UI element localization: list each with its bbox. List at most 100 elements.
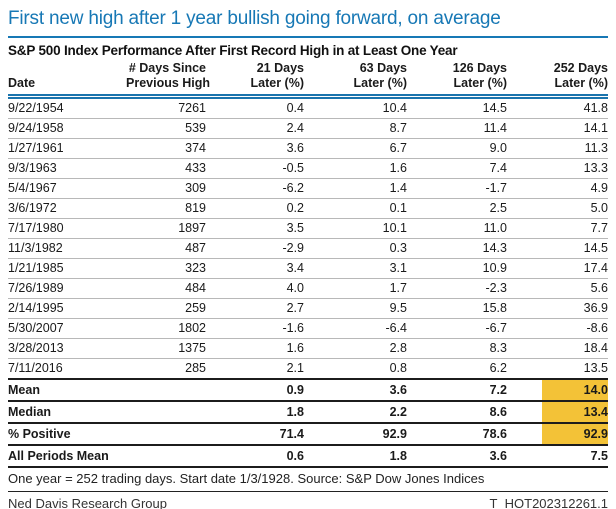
- footer-org-name: Ned Davis Research Group: [8, 496, 167, 509]
- table-row: 5/4/1967 309 -6.2 1.4 -1.7 4.9: [8, 179, 608, 199]
- value-cell: 8.7: [389, 121, 407, 135]
- value-cell: 3.1: [389, 261, 407, 275]
- value-cell: 10.9: [482, 261, 507, 275]
- value-cell: 7.5: [590, 448, 608, 463]
- column-header: # Days Since Previous High: [126, 61, 211, 90]
- table-row: 7/11/2016 285 2.1 0.8 6.2 13.5: [8, 359, 608, 379]
- table-row: 9/3/1963 433 -0.5 1.6 7.4 13.3: [8, 159, 608, 179]
- value-cell: 1.8: [286, 404, 304, 419]
- value-cell: 2.7: [286, 301, 304, 315]
- value-cell: 309: [185, 181, 206, 195]
- table-footnote: One year = 252 trading days. Start date …: [8, 468, 608, 492]
- table-row: 1/27/1961 374 3.6 6.7 9.0 11.3: [8, 139, 608, 159]
- value-cell: 14.5: [583, 241, 608, 255]
- value-cell: [126, 445, 206, 467]
- value-cell: 8.6: [489, 404, 507, 419]
- value-cell: [126, 423, 206, 445]
- value-cell: 14.3: [482, 241, 507, 255]
- table-row: 5/30/2007 1802 -1.6 -6.4 -6.7 -8.6: [8, 319, 608, 339]
- value-cell: 78.6: [482, 426, 507, 441]
- value-cell: -6.4: [385, 321, 407, 335]
- value-cell: 7261: [178, 101, 206, 115]
- value-cell: -1.6: [282, 321, 304, 335]
- column-header: 21 Days Later (%): [250, 61, 304, 90]
- value-cell: 3.6: [389, 382, 407, 397]
- row-label-cell: 3/6/1972: [8, 201, 57, 215]
- value-cell: 819: [185, 201, 206, 215]
- value-cell: 0.1: [389, 201, 407, 215]
- value-cell: 14.0: [507, 379, 608, 401]
- column-header: 252 Days Later (%): [553, 61, 608, 90]
- footer-chart-id: T_HOT202312261.1: [489, 496, 608, 509]
- row-label-cell: 3/28/2013: [8, 341, 64, 355]
- value-cell: -2.3: [485, 281, 507, 295]
- table-row: 9/24/1958 539 2.4 8.7 11.4 14.1: [8, 119, 608, 139]
- value-cell: 0.3: [389, 241, 407, 255]
- table-row: 9/22/1954 7261 0.4 10.4 14.5 41.8: [8, 97, 608, 119]
- value-cell: [126, 379, 206, 401]
- value-cell: 8.3: [489, 341, 507, 355]
- value-cell: 487: [185, 241, 206, 255]
- summary-row: Mean 0.9 3.6 7.2 14.0: [8, 379, 608, 401]
- table-row: 7/26/1989 484 4.0 1.7 -2.3 5.6: [8, 279, 608, 299]
- table-header-row: Date # Days Since Previous High 21 Days Late…: [8, 61, 608, 97]
- value-cell: 15.8: [482, 301, 507, 315]
- row-label-cell: 5/4/1967: [8, 181, 57, 195]
- value-cell: 0.2: [286, 201, 304, 215]
- value-cell: 14.5: [482, 101, 507, 115]
- row-label-cell: All Periods Mean: [8, 448, 109, 463]
- row-label-cell: 9/22/1954: [8, 101, 64, 115]
- value-cell: 36.9: [583, 301, 608, 315]
- value-cell: 17.4: [583, 261, 608, 275]
- value-cell: 1897: [178, 221, 206, 235]
- value-cell: 2.1: [286, 361, 304, 375]
- value-cell: 10.4: [382, 101, 407, 115]
- value-cell: 7.7: [590, 221, 608, 235]
- value-cell: 2.2: [389, 404, 407, 419]
- table-row: 3/28/2013 1375 1.6 2.8 8.3 18.4: [8, 339, 608, 359]
- value-cell: 7.4: [489, 161, 507, 175]
- value-cell: 13.3: [583, 161, 608, 175]
- value-cell: -2.9: [282, 241, 304, 255]
- summary-row: Median 1.8 2.2 8.6 13.4: [8, 401, 608, 423]
- value-cell: 11.0: [483, 221, 507, 235]
- value-cell: 2.8: [389, 341, 407, 355]
- value-cell: 92.9: [507, 423, 608, 445]
- value-cell: 0.4: [286, 101, 304, 115]
- value-cell: 4.0: [286, 281, 304, 295]
- value-cell: -1.7: [485, 181, 507, 195]
- value-cell: 7.2: [489, 382, 507, 397]
- row-label-cell: 1/21/1985: [8, 261, 64, 275]
- value-cell: 13.4: [507, 401, 608, 423]
- row-label-cell: 7/17/1980: [8, 221, 64, 235]
- value-cell: 11.3: [584, 141, 608, 155]
- value-cell: 1.4: [389, 181, 407, 195]
- value-cell: 10.1: [382, 221, 407, 235]
- value-cell: 484: [185, 281, 206, 295]
- value-cell: [126, 401, 206, 423]
- value-cell: 1375: [178, 341, 206, 355]
- table-subtitle: S&P 500 Index Performance After First Re…: [8, 43, 458, 58]
- column-header: 126 Days Later (%): [452, 61, 507, 90]
- table-body: 9/22/1954 7261 0.4 10.4 14.5 41.8 9/24/1958 539…: [8, 97, 608, 467]
- value-cell: 4.9: [590, 181, 608, 195]
- value-cell: 323: [185, 261, 206, 275]
- value-cell: 259: [185, 301, 206, 315]
- page-footer: Ned Davis Research Group T_HOT202312261.…: [8, 492, 608, 509]
- value-cell: 18.4: [583, 341, 608, 355]
- value-cell: 3.4: [286, 261, 304, 275]
- row-label-cell: 9/24/1958: [8, 121, 64, 135]
- page-title: First new high after 1 year bullish goin…: [8, 8, 501, 29]
- value-cell: 3.5: [286, 221, 304, 235]
- column-header: Date: [8, 76, 36, 90]
- row-label-cell: 9/3/1963: [8, 161, 57, 175]
- value-cell: 1.6: [286, 341, 304, 355]
- value-cell: -6.2: [282, 181, 304, 195]
- row-label-cell: 7/11/2016: [8, 361, 63, 375]
- performance-table: Date # Days Since Previous High 21 Days Late…: [8, 61, 608, 468]
- row-label-cell: Mean: [8, 382, 40, 397]
- value-cell: 9.5: [389, 301, 407, 315]
- row-label-cell: 7/26/1989: [8, 281, 64, 295]
- value-cell: 1802: [178, 321, 206, 335]
- table-row: 3/6/1972 819 0.2 0.1 2.5 5.0: [8, 199, 608, 219]
